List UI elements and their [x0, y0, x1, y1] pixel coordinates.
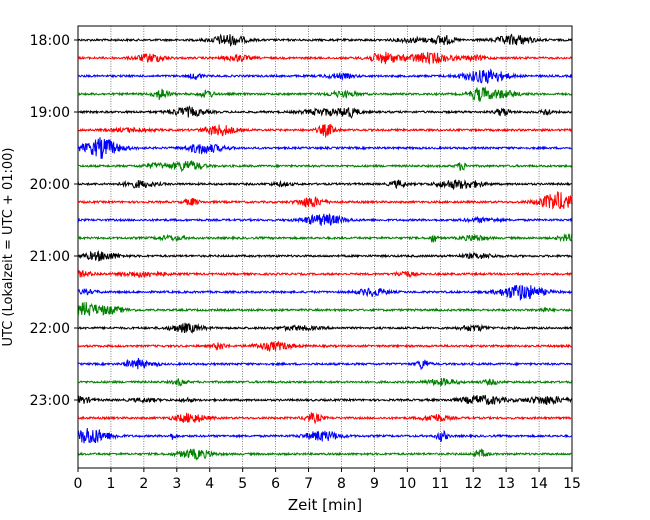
seismic-traces: [77, 33, 573, 461]
x-tick-label: 14: [530, 476, 548, 492]
y-axis-label: UTC (Lokalzeit = UTC + 01:00): [1, 148, 16, 347]
trace-row: [77, 447, 573, 461]
trace-row: [77, 250, 573, 262]
trace-row: [77, 179, 573, 191]
y-tick-label: 18:00: [30, 33, 70, 49]
y-axis-ticks: 18:00 19:00 20:00 21:00 22:00 23:00: [30, 33, 78, 409]
y-tick-label: 23:00: [30, 393, 70, 409]
trace-row: [78, 340, 573, 353]
y-tick-label: 22:00: [30, 321, 70, 337]
x-tick-label: 6: [271, 476, 280, 492]
trace-row: [77, 427, 573, 444]
trace-row: [77, 123, 573, 139]
y-tick-label: 21:00: [30, 249, 70, 265]
trace-row: [77, 105, 573, 119]
trace-row: [77, 411, 573, 425]
x-tick-label: 11: [431, 476, 449, 492]
x-tick-label: 13: [497, 476, 515, 492]
trace-row: [77, 137, 573, 159]
trace-row: [77, 377, 573, 387]
x-axis-ticks: 0 1 2 3 4 5 6 7 8 9 10 11 12 13 14 15: [74, 468, 581, 492]
y-tick-label: 19:00: [30, 105, 70, 121]
trace-row: [77, 322, 573, 334]
trace-row: [77, 233, 573, 243]
x-tick-label: 0: [74, 476, 83, 492]
trace-row: [77, 68, 573, 85]
trace-row: [77, 51, 573, 66]
x-tick-label: 5: [238, 476, 247, 492]
trace-row: [77, 160, 573, 173]
x-tick-label: 1: [106, 476, 115, 492]
trace-row: [77, 269, 573, 278]
x-tick-label: 15: [563, 476, 581, 492]
trace-row: [77, 191, 573, 210]
trace-row: [77, 86, 573, 102]
plot-frame: [77, 25, 573, 469]
x-tick-label: 9: [370, 476, 379, 492]
x-tick-label: 12: [464, 476, 482, 492]
trace-row: [77, 394, 573, 406]
x-tick-label: 8: [337, 476, 346, 492]
trace-row: [77, 357, 573, 371]
x-axis-label: Zeit [min]: [288, 496, 362, 514]
trace-row: [77, 302, 573, 316]
x-tick-label: 3: [172, 476, 181, 492]
x-tick-label: 7: [304, 476, 313, 492]
trace-row: [77, 33, 573, 47]
x-tick-label: 10: [398, 476, 416, 492]
x-tick-label: 4: [205, 476, 214, 492]
y-tick-label: 20:00: [30, 177, 70, 193]
trace-row: [77, 212, 573, 226]
trace-row: [77, 284, 573, 301]
x-tick-label: 2: [139, 476, 148, 492]
vertical-grid: [110, 26, 540, 468]
